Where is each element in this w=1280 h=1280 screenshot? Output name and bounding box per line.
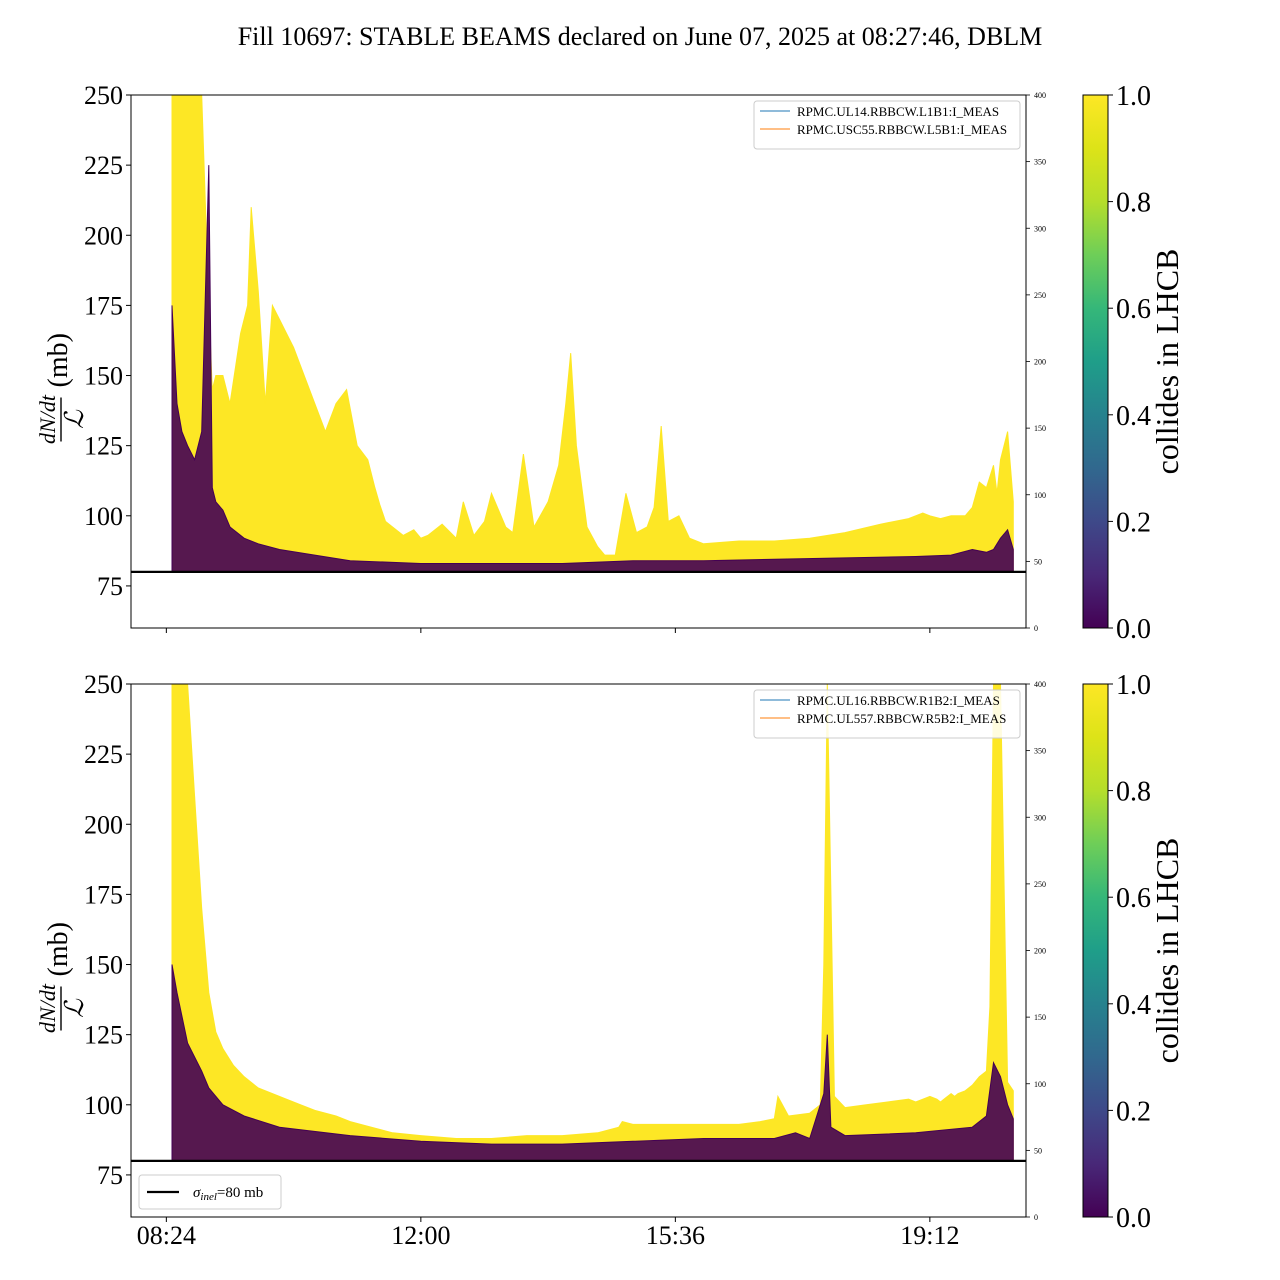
reference-legend: σinel=80 mb [138, 1174, 282, 1210]
figure-title: Fill 10697: STABLE BEAMS declared on Jun… [238, 22, 1043, 51]
secondary-y-tick-label: 250 [1034, 880, 1046, 889]
legend-box [753, 689, 1021, 739]
y-label-unit: (mb) [43, 922, 74, 976]
y-tick-label: 75 [97, 1161, 123, 1190]
y-axis-label: dN/dt ℒ (mb) [35, 333, 89, 444]
series-collides-1 [171, 684, 1014, 1162]
x-tick-label: 08:24 [137, 1221, 196, 1250]
secondary-y-tick-label: 200 [1034, 947, 1046, 956]
colorbar [1082, 683, 1109, 1218]
y-label-numerator: dN/dt [35, 394, 60, 444]
y-tick-label: 125 [84, 432, 123, 461]
secondary-y-tick-label: 0 [1034, 624, 1038, 633]
secondary-y-tick-label: 100 [1034, 1080, 1046, 1089]
y-tick-label: 150 [84, 951, 123, 980]
secondary-y-tick-label: 350 [1034, 747, 1046, 756]
colorbar-label: collides in LHCB [1149, 838, 1185, 1064]
y-tick-label: 125 [84, 1021, 123, 1050]
y-axis-label: dN/dt ℒ (mb) [35, 922, 89, 1033]
colorbar-tick-label: 0.8 [1116, 777, 1151, 808]
y-label-numerator: dN/dt [35, 983, 60, 1033]
colorbar-tick-label: 1.0 [1116, 670, 1151, 701]
series-collides-0 [171, 964, 1014, 1162]
y-tick-label: 250 [84, 81, 123, 110]
y-tick-label: 100 [84, 502, 123, 531]
x-tick-label: 12:00 [391, 1221, 450, 1250]
secondary-y-tick-label: 150 [1034, 424, 1046, 433]
y-tick-label: 225 [84, 151, 123, 180]
y-tick-label: 200 [84, 221, 123, 250]
legend-entry-label: RPMC.UL14.RBBCW.L1B1:I_MEAS [797, 104, 999, 119]
legend-entry-label: RPMC.UL557.RBBCW.R5B2:I_MEAS [797, 711, 1006, 726]
y-tick-label: 225 [84, 740, 123, 769]
plot-data [171, 684, 1014, 1162]
legend-entry-label: RPMC.UL16.RBBCW.R1B2:I_MEAS [797, 693, 1000, 708]
top-panel: 75 100 125 150 175 200 225 250 0 50 100 150 200 250 30… [35, 81, 1185, 645]
secondary-y-tick-label: 50 [1034, 1146, 1042, 1155]
secondary-y-tick-label: 200 [1034, 358, 1046, 367]
colorbar-tick-label: 0.2 [1116, 1096, 1151, 1127]
y-tick-label: 100 [84, 1091, 123, 1120]
colorbar-tick-label: 0.6 [1116, 883, 1151, 914]
secondary-y-tick-label: 300 [1034, 813, 1046, 822]
plot-data [171, 95, 1014, 573]
secondary-y-tick-label: 400 [1034, 680, 1046, 689]
colorbar-tick-label: 0.2 [1116, 507, 1151, 538]
series-collides-1 [171, 95, 1014, 573]
colorbar-tick-label: 0.0 [1116, 1203, 1151, 1234]
colorbar-tick-label: 0.4 [1116, 401, 1151, 432]
reference-legend-label: σinel=80 mb [193, 1185, 263, 1203]
colorbar-tick-label: 0.4 [1116, 990, 1151, 1021]
y-tick-label: 175 [84, 291, 123, 320]
y-tick-label: 175 [84, 880, 123, 909]
y-label-denominator: ℒ [60, 409, 89, 429]
secondary-y-tick-label: 250 [1034, 291, 1046, 300]
legend: RPMC.UL16.RBBCW.R1B2:I_MEAS RPMC.UL557.RB… [753, 689, 1021, 739]
y-tick-label: 200 [84, 810, 123, 839]
legend-entry-label: RPMC.USC55.RBBCW.L5B1:I_MEAS [797, 122, 1007, 137]
colorbar-tick-label: 0.6 [1116, 294, 1151, 325]
colorbar-tick-label: 0.0 [1116, 614, 1151, 645]
y-label-unit: (mb) [43, 333, 74, 387]
x-tick-label: 15:36 [646, 1221, 705, 1250]
legend-box [753, 100, 1021, 150]
y-tick-label: 150 [84, 362, 123, 391]
secondary-y-tick-label: 50 [1034, 557, 1042, 566]
y-tick-label: 250 [84, 670, 123, 699]
colorbar-tick-label: 0.8 [1116, 188, 1151, 219]
colorbar-tick-label: 1.0 [1116, 81, 1151, 112]
secondary-y-tick-label: 100 [1034, 491, 1046, 500]
secondary-y-tick-label: 300 [1034, 224, 1046, 233]
legend: RPMC.UL14.RBBCW.L1B1:I_MEAS RPMC.USC55.RB… [753, 100, 1021, 150]
reference-legend-box [138, 1174, 282, 1210]
colorbar-label: collides in LHCB [1149, 249, 1185, 475]
bottom-panel: 75 100 125 150 175 200 225 250 0 50 100 150 200 250 30… [35, 670, 1185, 1250]
secondary-y-tick-label: 0 [1034, 1213, 1038, 1222]
series-collides-0 [171, 165, 1014, 573]
colorbar [1082, 94, 1109, 629]
secondary-y-tick-label: 150 [1034, 1013, 1046, 1022]
secondary-y-tick-label: 350 [1034, 158, 1046, 167]
secondary-y-tick-label: 400 [1034, 91, 1046, 100]
y-tick-label: 75 [97, 572, 123, 601]
y-label-denominator: ℒ [60, 998, 89, 1018]
x-tick-label: 19:12 [900, 1221, 959, 1250]
